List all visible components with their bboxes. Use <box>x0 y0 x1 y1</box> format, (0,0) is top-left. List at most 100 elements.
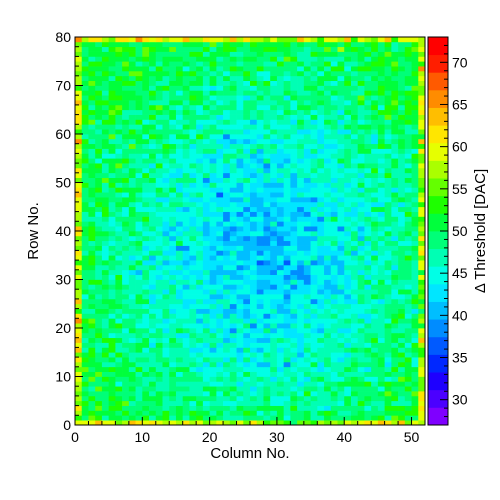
heatmap-cell <box>310 124 318 130</box>
heatmap-cell <box>263 85 271 91</box>
heatmap-cell <box>202 260 210 266</box>
heatmap-cell <box>189 46 197 52</box>
heatmap-cell <box>418 85 426 91</box>
heatmap-cell <box>270 386 278 392</box>
heatmap-cell <box>337 182 345 188</box>
heatmap-cell <box>411 361 419 368</box>
heatmap-cell <box>411 313 419 319</box>
heatmap-cell <box>142 357 150 363</box>
colorbar-tick-label: 55 <box>452 181 468 197</box>
heatmap-cell <box>196 153 204 159</box>
heatmap-cell <box>128 143 136 149</box>
heatmap-cell <box>122 143 130 149</box>
heatmap-cell <box>196 303 204 309</box>
heatmap-cell <box>391 163 399 169</box>
heatmap-cell <box>108 114 116 120</box>
heatmap-cell <box>182 381 190 387</box>
heatmap-cell <box>324 119 332 125</box>
heatmap-cell <box>371 289 379 295</box>
heatmap-cell <box>142 66 150 72</box>
heatmap-cell <box>250 337 258 343</box>
heatmap-cell <box>297 240 305 246</box>
heatmap-cell <box>276 51 284 57</box>
heatmap-cell <box>263 318 271 324</box>
heatmap-cell <box>149 46 157 52</box>
heatmap-cell <box>189 148 197 154</box>
heatmap-cell <box>377 352 385 358</box>
heatmap-cell <box>169 371 177 377</box>
heatmap-cell <box>209 100 217 106</box>
heatmap-cell <box>337 294 345 300</box>
heatmap-cell <box>263 129 271 135</box>
heatmap-cell <box>101 231 109 237</box>
heatmap-cell <box>384 61 392 67</box>
heatmap-cell <box>135 206 143 212</box>
heatmap-cell <box>81 255 89 261</box>
heatmap-cell <box>303 250 311 256</box>
heatmap-cell <box>142 197 150 203</box>
heatmap-cell <box>310 366 318 372</box>
heatmap-cell <box>270 51 278 57</box>
heatmap-cell <box>202 80 210 86</box>
heatmap-cell <box>276 46 284 52</box>
heatmap-cell <box>202 95 210 101</box>
heatmap-cell <box>202 211 210 217</box>
heatmap-cell <box>243 167 251 174</box>
heatmap-cell <box>95 371 103 377</box>
heatmap-cell <box>122 221 130 227</box>
heatmap-cell <box>108 138 116 145</box>
heatmap-cell <box>418 46 426 52</box>
heatmap-cell <box>88 148 96 154</box>
heatmap-cell <box>81 138 89 145</box>
heatmap-cell <box>216 221 224 227</box>
heatmap-cell <box>75 104 83 111</box>
heatmap-cell <box>391 269 399 275</box>
heatmap-cell <box>418 177 426 183</box>
heatmap-cell <box>236 138 244 145</box>
heatmap-cell <box>223 386 231 392</box>
heatmap-cell <box>330 240 338 246</box>
heatmap-cell <box>344 347 352 353</box>
heatmap-cell <box>75 187 83 193</box>
heatmap-cell <box>270 187 278 193</box>
heatmap-cell <box>418 235 426 242</box>
heatmap-cell <box>317 80 325 86</box>
heatmap-cell <box>216 56 224 62</box>
heatmap-cell <box>243 138 251 145</box>
heatmap-cell <box>216 70 224 77</box>
heatmap-cell <box>371 211 379 217</box>
heatmap-cell <box>175 284 184 290</box>
heatmap-cell <box>256 391 264 397</box>
heatmap-cell <box>142 245 150 251</box>
heatmap-cell <box>88 371 96 377</box>
heatmap-cell <box>411 119 419 125</box>
heatmap-cell <box>75 260 83 266</box>
heatmap-cell <box>229 342 237 348</box>
heatmap-cell <box>411 75 419 81</box>
heatmap-cell <box>344 395 352 402</box>
heatmap-cell <box>263 66 271 72</box>
heatmap-cell <box>162 269 170 275</box>
heatmap-cell <box>404 323 412 329</box>
heatmap-cell <box>88 400 96 406</box>
heatmap-cell <box>303 85 311 91</box>
heatmap-cell <box>75 400 83 406</box>
heatmap-cell <box>128 255 136 261</box>
heatmap-cell <box>324 361 332 368</box>
heatmap-cell <box>135 56 143 62</box>
heatmap-cell <box>418 163 426 169</box>
colorbar-tick-label: 50 <box>452 223 468 239</box>
heatmap-cell <box>189 308 197 314</box>
heatmap-cell <box>377 391 385 397</box>
heatmap-cell <box>115 124 123 130</box>
heatmap-cell <box>270 129 278 135</box>
heatmap-cell <box>250 250 258 256</box>
heatmap-cell <box>310 134 318 140</box>
heatmap-cell <box>155 347 163 353</box>
heatmap-cell <box>243 95 251 101</box>
heatmap-cell <box>223 264 231 271</box>
heatmap-cell <box>297 415 305 421</box>
heatmap-cell <box>317 405 325 411</box>
heatmap-cell <box>196 80 204 86</box>
heatmap-cell <box>209 163 217 169</box>
